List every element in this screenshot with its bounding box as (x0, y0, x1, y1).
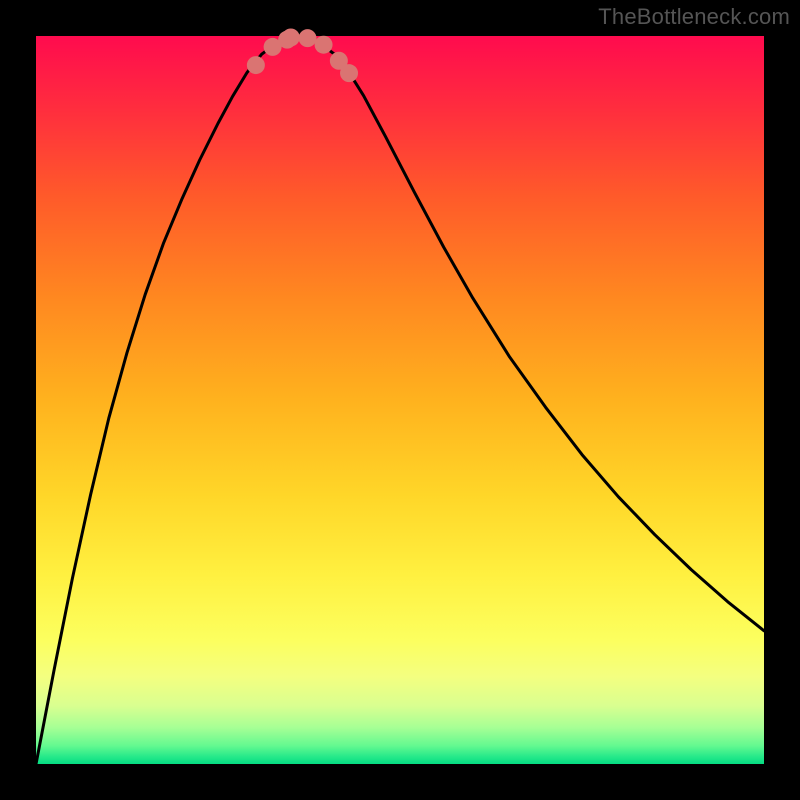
watermark-label: TheBottleneck.com (598, 4, 790, 30)
bottleneck-curve-chart (0, 0, 800, 800)
bottleneck-marker (247, 56, 265, 74)
bottleneck-marker (315, 36, 333, 54)
bottleneck-markers (247, 28, 358, 82)
bottleneck-marker (340, 64, 358, 82)
bottleneck-curve (36, 38, 764, 764)
bottleneck-marker (282, 28, 300, 46)
bottleneck-marker (299, 29, 317, 47)
